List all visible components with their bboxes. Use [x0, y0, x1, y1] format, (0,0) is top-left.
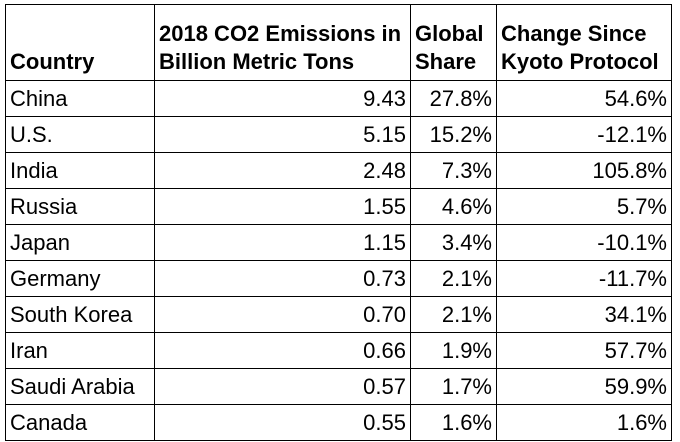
cell-country: Canada [5, 404, 155, 441]
cell-global-share: 27.8% [410, 80, 497, 117]
cell-change: 59.9% [496, 368, 672, 405]
cell-country: India [5, 152, 155, 189]
cell-emissions: 1.55 [154, 188, 411, 225]
header-country: Country [5, 4, 155, 81]
cell-global-share: 15.2% [410, 116, 497, 153]
cell-emissions: 0.73 [154, 260, 411, 297]
table-row: Russia 1.55 4.6% 5.7% [5, 188, 672, 225]
emissions-table-container: Country 2018 CO2 Emissions in Billion Me… [5, 4, 672, 441]
cell-emissions: 2.48 [154, 152, 411, 189]
cell-country: U.S. [5, 116, 155, 153]
table-row: Iran 0.66 1.9% 57.7% [5, 332, 672, 369]
header-emissions: 2018 CO2 Emissions in Billion Metric Ton… [154, 4, 411, 81]
table-row: India 2.48 7.3% 105.8% [5, 152, 672, 189]
cell-global-share: 4.6% [410, 188, 497, 225]
cell-global-share: 3.4% [410, 224, 497, 261]
cell-global-share: 1.6% [410, 404, 497, 441]
table-row: Japan 1.15 3.4% -10.1% [5, 224, 672, 261]
cell-change: -11.7% [496, 260, 672, 297]
cell-change: -12.1% [496, 116, 672, 153]
cell-global-share: 1.7% [410, 368, 497, 405]
table-row: U.S. 5.15 15.2% -12.1% [5, 116, 672, 153]
table-row: Germany 0.73 2.1% -11.7% [5, 260, 672, 297]
cell-change: 57.7% [496, 332, 672, 369]
cell-change: 5.7% [496, 188, 672, 225]
cell-emissions: 1.15 [154, 224, 411, 261]
table-header: Country 2018 CO2 Emissions in Billion Me… [5, 4, 672, 81]
cell-country: Russia [5, 188, 155, 225]
cell-global-share: 7.3% [410, 152, 497, 189]
cell-country: South Korea [5, 296, 155, 333]
header-row: Country 2018 CO2 Emissions in Billion Me… [5, 4, 672, 81]
cell-country: China [5, 80, 155, 117]
cell-change: 1.6% [496, 404, 672, 441]
table-row: China 9.43 27.8% 54.6% [5, 80, 672, 117]
cell-country: Saudi Arabia [5, 368, 155, 405]
table-row: Canada 0.55 1.6% 1.6% [5, 404, 672, 441]
cell-country: Japan [5, 224, 155, 261]
cell-emissions: 0.66 [154, 332, 411, 369]
cell-change: 105.8% [496, 152, 672, 189]
cell-global-share: 2.1% [410, 260, 497, 297]
cell-global-share: 1.9% [410, 332, 497, 369]
cell-change: 54.6% [496, 80, 672, 117]
emissions-table: Country 2018 CO2 Emissions in Billion Me… [5, 4, 672, 441]
cell-change: -10.1% [496, 224, 672, 261]
cell-emissions: 9.43 [154, 80, 411, 117]
cell-emissions: 5.15 [154, 116, 411, 153]
table-body: China 9.43 27.8% 54.6% U.S. 5.15 15.2% -12.1% In… [5, 80, 672, 441]
header-change-since-kyoto: Change Since Kyoto Protocol [496, 4, 672, 81]
table-row: Saudi Arabia 0.57 1.7% 59.9% [5, 368, 672, 405]
cell-emissions: 0.70 [154, 296, 411, 333]
header-global-share: Global Share [410, 4, 497, 81]
cell-country: Germany [5, 260, 155, 297]
cell-global-share: 2.1% [410, 296, 497, 333]
cell-emissions: 0.55 [154, 404, 411, 441]
cell-emissions: 0.57 [154, 368, 411, 405]
cell-country: Iran [5, 332, 155, 369]
cell-change: 34.1% [496, 296, 672, 333]
table-row: South Korea 0.70 2.1% 34.1% [5, 296, 672, 333]
